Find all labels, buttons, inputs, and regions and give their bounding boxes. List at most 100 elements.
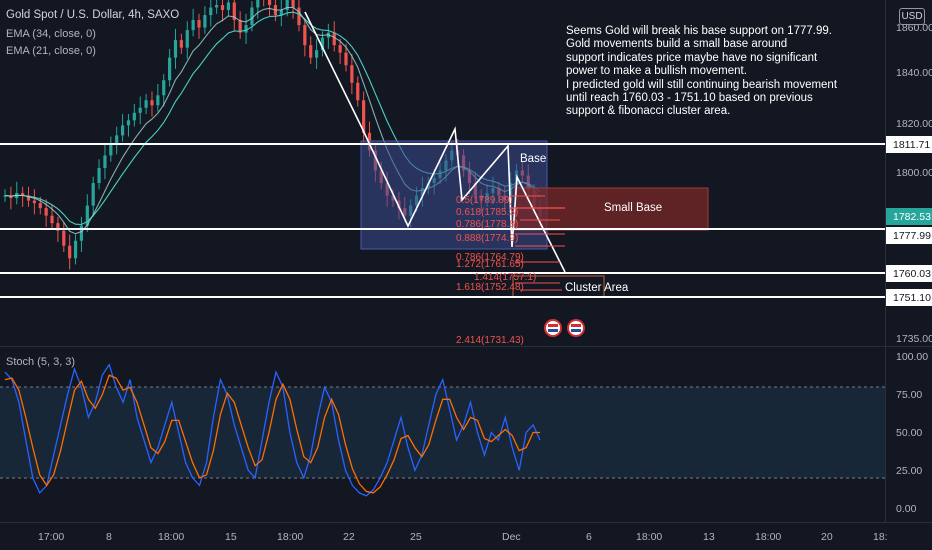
candle-body <box>132 112 136 121</box>
time-axis-label: 18: <box>873 531 888 543</box>
candle-body <box>120 125 125 136</box>
candle-body <box>291 0 295 8</box>
price-axis-label: 1820.00 <box>896 118 932 130</box>
stoch-axis-label: 25.00 <box>896 465 922 477</box>
candle-body <box>279 10 283 16</box>
price-tag-1751: 1751.10 <box>886 289 932 306</box>
candle-body <box>126 120 131 126</box>
zigzag-projection[interactable] <box>304 11 566 273</box>
fib-label: 0.786(1764.79) <box>456 252 524 263</box>
candle-body <box>103 155 107 168</box>
candle-body <box>62 230 66 246</box>
candle-body <box>191 20 195 31</box>
small-base-box[interactable] <box>514 187 709 231</box>
time-axis-label: 17:00 <box>38 531 64 543</box>
note-line: Seems Gold will break his base support o… <box>566 25 832 37</box>
candle-body <box>197 20 201 28</box>
candle-body <box>91 183 95 206</box>
price-axis-label: 1840.00 <box>896 67 932 79</box>
candle-body <box>68 245 72 259</box>
time-axis-label: 15 <box>225 531 237 543</box>
stoch-axis-label: 0.00 <box>896 503 917 515</box>
time-axis-label: 22 <box>343 531 355 543</box>
candle-body <box>203 15 207 28</box>
svg-text:1751.10: 1751.10 <box>893 292 931 304</box>
candle-body <box>179 40 183 48</box>
candle-body <box>150 100 154 106</box>
stoch-axis-label: 100.00 <box>896 351 928 363</box>
note-line: support indicates price maybe have no si… <box>566 51 818 64</box>
candle-body <box>209 7 213 16</box>
ema34-legend[interactable]: EMA (34, close, 0) <box>6 28 96 40</box>
note-line: until reach 1760.03 - 1751.10 based on p… <box>566 92 813 105</box>
candle-body <box>44 208 48 216</box>
time-axis-label: 6 <box>586 531 592 543</box>
candle-body <box>38 203 42 209</box>
ema21-legend[interactable]: EMA (21, close, 0) <box>6 45 96 57</box>
note-line: Gold movements build a small base around <box>566 38 788 51</box>
candle-body <box>362 100 366 133</box>
base-label: Base <box>520 153 546 165</box>
candle-body <box>85 205 89 226</box>
time-axis-label: 8 <box>106 531 112 543</box>
candle-body <box>138 107 142 113</box>
stoch-k-line <box>4 363 541 497</box>
candle-body <box>32 200 36 204</box>
candle-body <box>173 40 178 58</box>
fib-label: 2.414(1731.43) <box>456 335 524 346</box>
fib-retracement[interactable]: 0.5(1789.89) 0.618(1785.3) 0.786(1778.8)… <box>456 195 565 346</box>
price-tag-1777: 1777.99 <box>886 227 932 244</box>
candle-body <box>109 142 113 156</box>
us-flag-event-icon[interactable] <box>544 319 562 337</box>
candle-body <box>185 30 189 48</box>
candle-body <box>320 37 325 51</box>
candle-body <box>244 25 248 33</box>
fib-label: 1.414(1757.1) <box>474 272 536 283</box>
candle-body <box>9 195 13 199</box>
stoch-legend[interactable]: Stoch (5, 3, 3) <box>6 356 76 368</box>
candle-body <box>73 240 78 259</box>
note-line: support & fibonacci cluster area. <box>566 105 731 118</box>
candle-body <box>115 135 119 143</box>
time-axis-label: 18:00 <box>277 531 303 543</box>
currency-badge[interactable]: USD <box>899 8 925 25</box>
svg-text:1782.53: 1782.53 <box>893 211 931 223</box>
analysis-note[interactable]: Seems Gold will break his base support o… <box>566 25 886 119</box>
candle-body <box>232 2 236 21</box>
fib-label: 0.888(1774.9) <box>456 233 518 244</box>
stoch-band-fill <box>0 387 885 478</box>
candle-body <box>162 80 166 96</box>
price-tag-current: 1782.53 <box>886 208 932 225</box>
candle-body <box>168 57 172 81</box>
candle-body <box>256 0 260 8</box>
us-flag-event-icon[interactable] <box>567 319 585 337</box>
time-axis-label: Dec <box>502 531 521 543</box>
candle-body <box>250 7 254 26</box>
price-axis-label: 1735.00 <box>896 333 932 345</box>
candle-body <box>215 5 219 8</box>
candle-body <box>226 2 231 11</box>
candle-body <box>238 20 242 33</box>
symbol-title[interactable]: Gold Spot / U.S. Dollar, 4h, SAXO <box>6 9 180 21</box>
candle-body <box>314 50 319 58</box>
note-line: power to make a bullish movement. <box>566 65 747 78</box>
stoch-axis-label: 75.00 <box>896 389 922 401</box>
candle-body <box>267 0 272 6</box>
candle-body <box>220 5 225 11</box>
time-axis-label: 25 <box>410 531 422 543</box>
candle-body <box>350 65 354 83</box>
time-axis-label: 18:00 <box>755 531 781 543</box>
candle-body <box>356 82 360 101</box>
time-axis-label: 20 <box>821 531 833 543</box>
time-axis-label: 18:00 <box>636 531 662 543</box>
candle-body <box>56 223 60 231</box>
candle-body <box>144 100 148 108</box>
candle-body <box>50 215 54 224</box>
price-axis-label: 1800.00 <box>896 167 932 179</box>
candle-body <box>344 52 348 66</box>
svg-text:1811.71: 1811.71 <box>893 139 930 151</box>
price-tag-1811: 1811.71 <box>886 136 932 153</box>
time-axis-label: 13 <box>703 531 715 543</box>
small-base-label: Small Base <box>604 202 662 214</box>
